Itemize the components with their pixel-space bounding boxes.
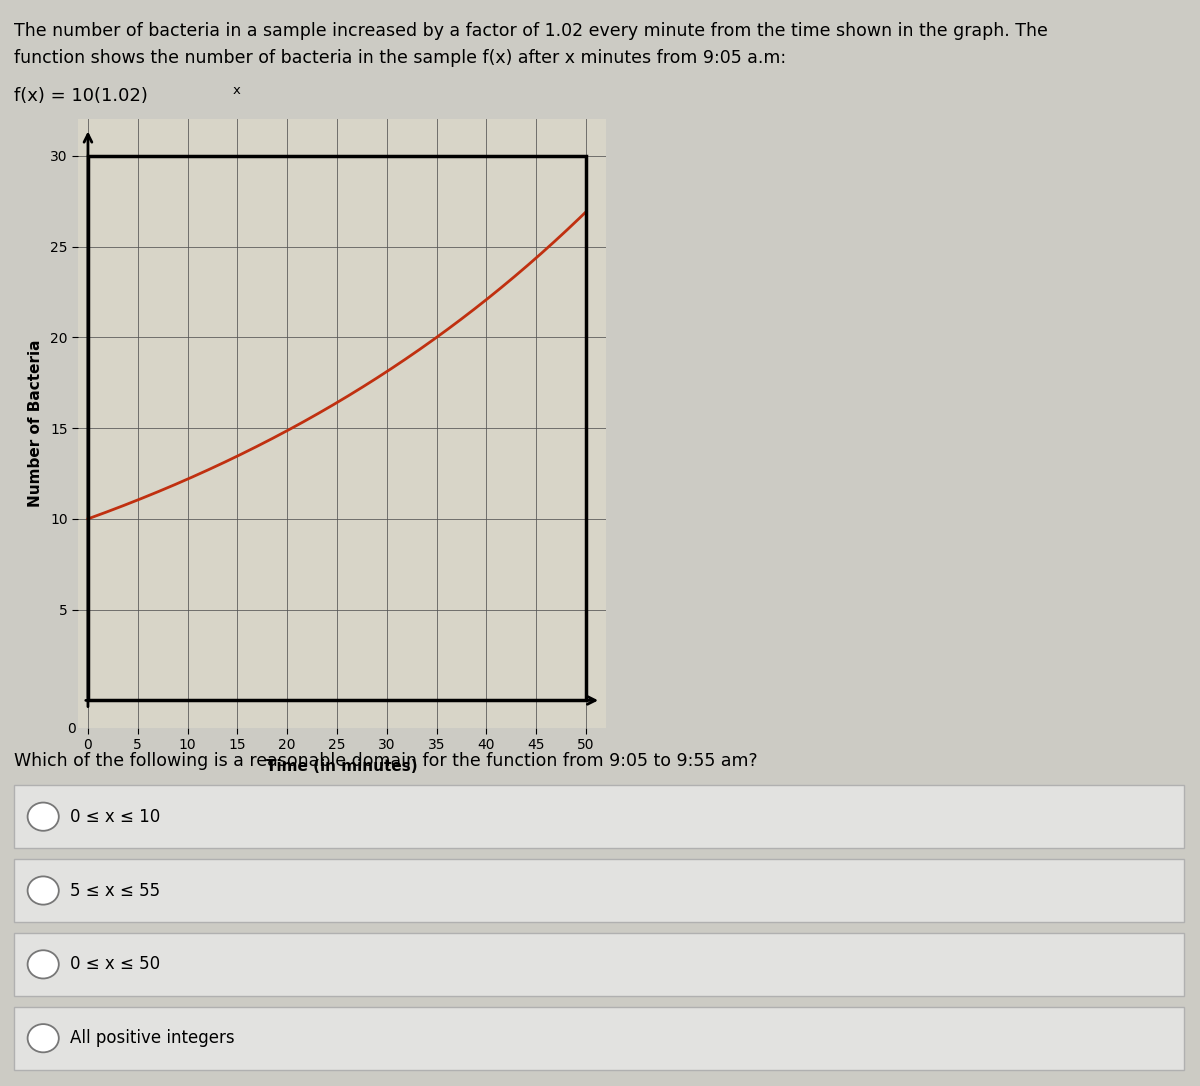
Text: 5 ≤ x ≤ 55: 5 ≤ x ≤ 55 <box>70 882 160 899</box>
Text: Which of the following is a reasonable domain for the function from 9:05 to 9:55: Which of the following is a reasonable d… <box>14 752 758 770</box>
Text: All positive integers: All positive integers <box>70 1030 234 1047</box>
Text: function shows the number of bacteria in the sample f(x) after x minutes from 9:: function shows the number of bacteria in… <box>14 49 786 67</box>
Text: The number of bacteria in a sample increased by a factor of 1.02 every minute fr: The number of bacteria in a sample incre… <box>14 22 1049 40</box>
Bar <box>88 155 586 700</box>
Text: 0 ≤ x ≤ 50: 0 ≤ x ≤ 50 <box>70 956 160 973</box>
X-axis label: Time (in minutes): Time (in minutes) <box>266 759 418 774</box>
Y-axis label: Number of Bacteria: Number of Bacteria <box>28 340 43 507</box>
Text: 0: 0 <box>67 722 76 736</box>
Text: f(x) = 10(1.02): f(x) = 10(1.02) <box>14 87 149 105</box>
Text: x: x <box>233 84 241 97</box>
Text: 0 ≤ x ≤ 10: 0 ≤ x ≤ 10 <box>70 808 160 825</box>
